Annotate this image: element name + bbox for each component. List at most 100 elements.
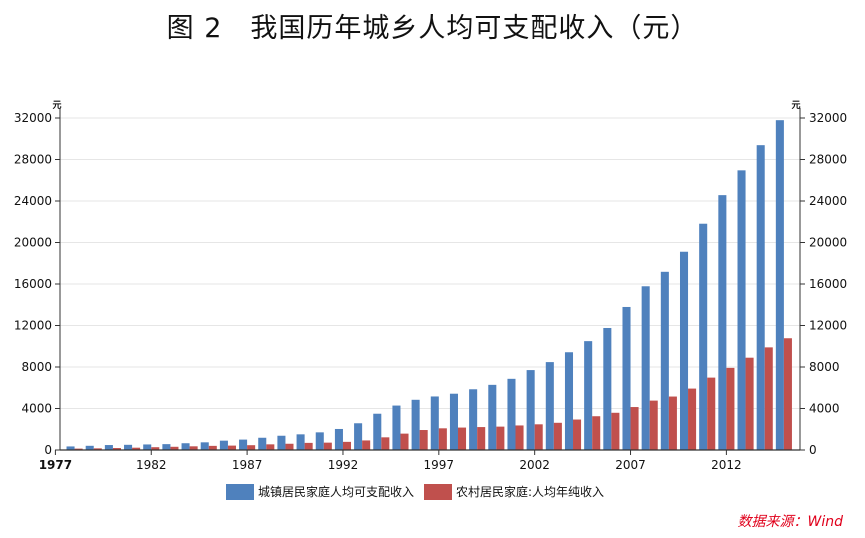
bar-urban [296,434,305,450]
bar-urban [603,327,612,450]
bar-rural [362,440,371,450]
bar-rural [323,442,332,450]
bar-urban [219,440,228,450]
bar-urban [66,446,75,450]
bar-rural [515,425,524,450]
bar-urban [104,445,113,450]
y-tick-label-right: 20000 [809,236,847,250]
bar-urban [564,352,574,450]
bar-urban [143,444,152,450]
bar-rural [285,443,294,450]
bar-urban [392,405,401,450]
bar-urban [756,145,765,450]
bar-rural [419,430,428,450]
bar-rural [573,419,582,450]
y-tick-label-left: 8000 [21,360,52,374]
y-tick-label-right: 0 [809,443,817,457]
bar-urban [449,393,458,450]
bar-rural [783,338,792,450]
bar-urban [411,399,420,450]
x-tick-label: 2002 [519,458,550,472]
legend-swatch-urban [226,483,254,500]
chart-title: 图 2 我国历年城乡人均可支配收入（元） [166,13,699,44]
y-tick-label-right: 28000 [809,153,847,167]
bar-rural [227,445,236,450]
x-tick-label: 2007 [615,458,646,472]
bar-rural [381,437,390,450]
bar-rural [400,433,409,450]
bar-urban [124,444,133,450]
bar-rural [74,448,83,450]
legend: 城镇居民家庭人均可支配收入 农村居民家庭:人均年纯收入 [226,483,614,500]
y-unit-right: 元 [791,100,800,111]
y-tick-label-right: 8000 [809,360,840,374]
bar-urban [660,271,669,450]
bar-rural [611,412,620,450]
x-tick-label: 1982 [136,458,167,472]
bar-urban [162,444,171,450]
bar-rural [132,447,141,450]
bar-rural [726,367,735,450]
x-tick-label: 1992 [328,458,359,472]
bar-urban [239,439,248,450]
bar-rural [745,357,754,450]
bar-urban [488,384,497,450]
bar-urban [315,432,324,450]
legend-item-rural: 农村居民家庭:人均年纯收入 [424,483,604,500]
bar-urban [545,362,554,450]
bar-urban [334,428,343,450]
bar-urban [584,341,593,450]
y-tick-label-left: 4000 [21,402,52,416]
y-tick-label-left: 12000 [14,319,52,333]
bar-urban [85,445,94,450]
data-source-note: 数据来源：Wind [737,514,844,530]
bar-rural [477,427,486,450]
bar-urban [200,442,209,450]
legend-label-urban: 城镇居民家庭人均可支配收入 [258,485,415,499]
bar-urban [277,435,286,450]
bar-rural [688,388,697,450]
bar-urban [679,251,689,450]
bar-rural [208,445,217,450]
bar-urban [354,423,363,450]
y-tick-label-left: 0 [44,443,52,457]
bar-rural [112,448,121,450]
bar-rural [764,347,773,450]
bar-urban [430,396,439,450]
bar-rural [304,442,313,450]
bar-urban [526,370,535,450]
bar-rural [342,441,352,450]
bar-rural [93,448,102,450]
bar-rural [630,407,639,450]
bar-rural [534,424,543,450]
legend-item-urban: 城镇居民家庭人均可支配收入 [226,483,414,500]
bar-rural [668,396,677,450]
x-tick-label: 1977 [39,458,72,472]
x-tick-label: 2012 [711,458,742,472]
bar-rural [707,377,716,450]
x-tick-label: 1987 [232,458,263,472]
bar-rural [247,445,256,450]
bar-rural [170,446,179,450]
legend-swatch-rural [424,483,453,500]
bar-urban [258,437,267,450]
bar-rural [189,446,198,450]
y-tick-label-right: 32000 [809,111,847,125]
bar-rural [266,444,275,450]
x-tick-label: 1997 [424,458,455,472]
y-tick-label-right: 4000 [809,402,840,416]
y-tick-label-left: 32000 [14,111,52,125]
y-tick-label-left: 20000 [14,236,52,250]
bar-rural [457,427,467,450]
y-tick-label-right: 12000 [809,319,847,333]
y-tick-label-left: 24000 [14,194,52,208]
bar-rural [553,422,562,450]
bar-urban [641,286,650,450]
bar-urban [737,170,746,451]
bar-urban [469,389,478,450]
bar-rural [438,428,447,450]
bar-urban [622,306,631,450]
y-unit-left: 元 [52,100,61,111]
y-tick-label-left: 16000 [14,277,52,291]
